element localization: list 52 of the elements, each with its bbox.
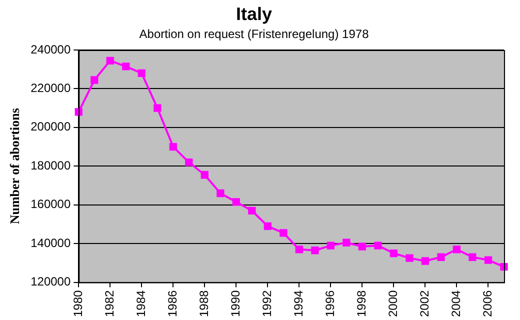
point	[264, 222, 272, 230]
x-tick-label: 2002	[418, 290, 432, 318]
point	[122, 62, 130, 70]
point	[90, 76, 98, 84]
point	[468, 253, 476, 261]
x-tick-label: 1986	[165, 290, 180, 318]
point	[374, 242, 382, 250]
x-tick-label: 1992	[260, 290, 274, 318]
point	[200, 171, 209, 179]
x-tick-label: 1990	[228, 290, 242, 318]
y-tick-label: 180000	[30, 158, 71, 172]
x-tick-label: 1994	[292, 290, 306, 318]
point	[185, 158, 193, 166]
point	[232, 198, 240, 206]
y-tick-label: 200000	[30, 120, 71, 134]
point	[326, 242, 335, 250]
point	[452, 246, 461, 254]
x-tick-label: 1982	[102, 290, 116, 318]
point	[280, 229, 288, 237]
point	[500, 262, 508, 271]
point	[406, 254, 414, 262]
x-tick-label: 1998	[354, 290, 369, 318]
chart-subtitle: Abortion on request (Fristenregelung) 1978	[139, 27, 370, 42]
x-tick-label: 2000	[386, 290, 400, 318]
point	[138, 69, 146, 78]
x-tick-label: 1988	[196, 290, 211, 318]
x-tick-label: 1980	[70, 290, 85, 318]
point	[342, 238, 350, 246]
x-tick-label: 2006	[480, 290, 495, 318]
point	[421, 257, 430, 265]
point	[295, 246, 304, 254]
point	[484, 256, 492, 264]
x-tick-label: 2004	[449, 290, 464, 318]
point	[437, 253, 445, 261]
point	[74, 108, 82, 116]
point	[390, 249, 398, 258]
x-tick-label: 1996	[323, 290, 338, 318]
y-tick-label: 140000	[30, 236, 71, 250]
point	[169, 142, 177, 151]
y-tick-label: 120000	[30, 274, 71, 289]
point	[311, 246, 319, 254]
point	[216, 189, 224, 198]
chart-title: Italy	[236, 4, 272, 24]
point	[154, 104, 162, 112]
y-tick-label: 160000	[30, 197, 71, 212]
point	[358, 242, 366, 250]
x-tick-label: 1984	[134, 290, 148, 318]
point	[248, 206, 256, 215]
point	[106, 56, 114, 64]
y-tick-label: 240000	[30, 42, 71, 56]
y-tick-label: 220000	[30, 81, 71, 96]
y-axis-title: Number of abortions	[7, 108, 22, 224]
